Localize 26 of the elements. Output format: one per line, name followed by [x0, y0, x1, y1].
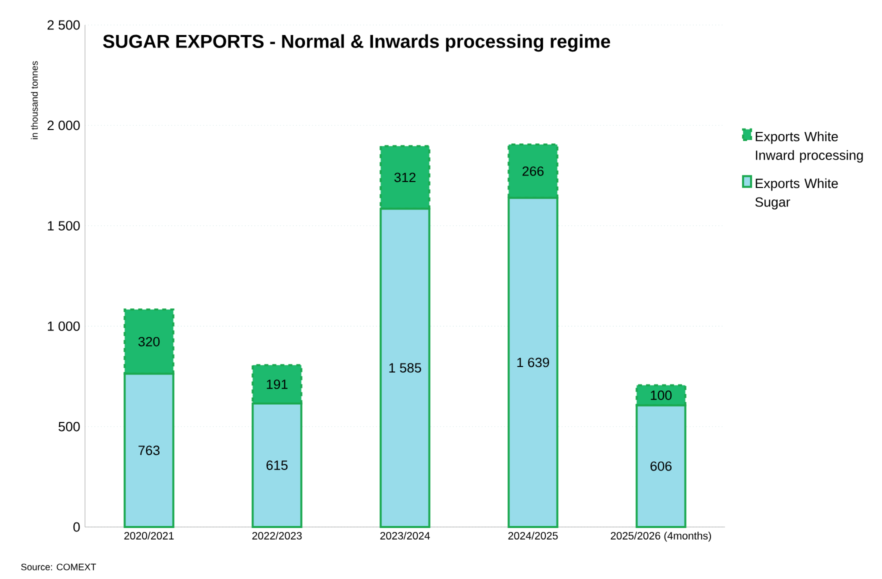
y-axis-title: in thousand tonnes	[30, 61, 38, 140]
data-label: 312	[394, 172, 416, 182]
y-tick-label: 0	[73, 522, 80, 532]
x-tick-label: 2022/2023	[252, 532, 302, 540]
y-tick-label: 2 500	[48, 20, 80, 30]
data-label: 606	[650, 461, 672, 471]
y-tick-label: 2 000	[48, 120, 80, 130]
x-tick-label: 2023/2024	[380, 532, 430, 540]
data-label: 191	[266, 380, 288, 390]
data-label: 615	[266, 460, 288, 470]
legend-label: Exports White Inward processing	[756, 132, 863, 163]
legend-label: Exports White Sugar	[755, 178, 838, 210]
source-note: Source: COMEXT	[21, 564, 96, 570]
y-tick-label: 500	[58, 422, 80, 432]
data-label: 320	[138, 336, 160, 346]
data-label: 100	[650, 390, 672, 400]
x-tick-label: 2020/2021	[124, 532, 174, 540]
y-tick-label: 1 500	[48, 221, 80, 231]
data-label: 1 585	[389, 363, 422, 373]
data-label: 1 639	[517, 358, 550, 368]
y-tick-label: 1 000	[48, 321, 80, 331]
x-tick-label: 2024/2025	[508, 532, 558, 540]
chart-title: SUGAR EXPORTS - Normal & Inwards processing regime	[103, 34, 610, 52]
x-tick-label: 2025/2026 (4months)	[610, 532, 712, 542]
data-label: 763	[138, 446, 160, 456]
data-label: 266	[522, 166, 544, 176]
